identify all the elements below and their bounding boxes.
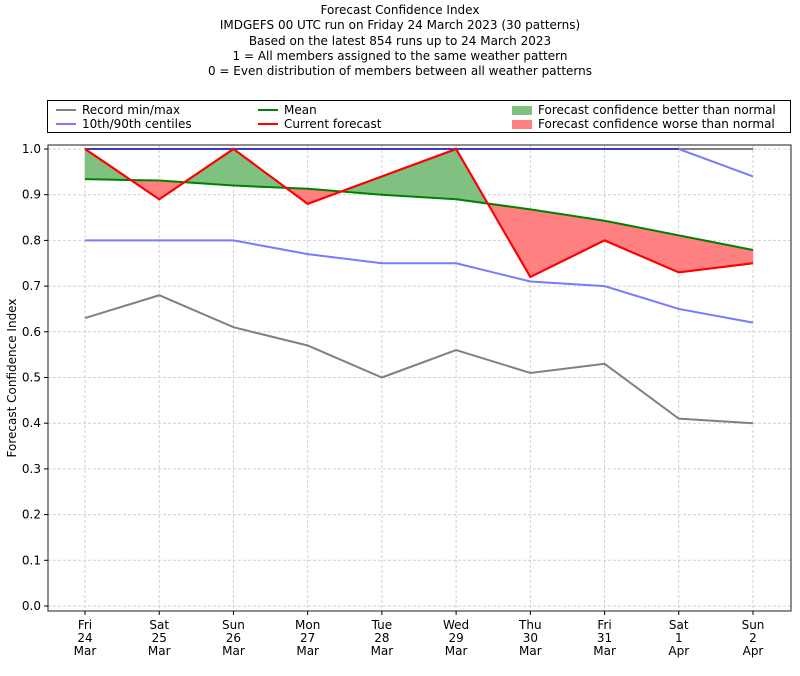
- legend-item-better-than-normal: Forecast confidence better than normal: [512, 103, 776, 117]
- confidence-fills: [84, 148, 754, 278]
- x-axis: Fri24MarSat25MarSun26MarMon27MarTue28Mar…: [74, 611, 765, 658]
- x-tick-label: Mar: [445, 644, 468, 658]
- y-axis: 0.0 0.1 0.2 0.3 0.4 0.5 0.6 0.7 0.8 0.9 1.0: [22, 142, 48, 613]
- x-tick-label: Tue: [371, 618, 393, 632]
- x-tick-label: 29: [448, 631, 463, 645]
- legend-label-current-forecast: Current forecast: [284, 117, 382, 131]
- y-tick-label: 0.1: [22, 553, 41, 567]
- legend-label-worse-than-normal: Forecast confidence worse than normal: [538, 117, 775, 131]
- legend-swatch-mean: [258, 109, 278, 111]
- x-tick-label: Sun: [222, 618, 245, 632]
- legend-item-mean: Mean: [258, 103, 317, 117]
- legend-label-centiles: 10th/90th centiles: [82, 117, 192, 131]
- title-line-2: IMDGEFS 00 UTC run on Friday 24 March 20…: [219, 18, 581, 33]
- title-line-1: Forecast Confidence Index: [320, 3, 480, 17]
- chart-title: Forecast Confidence Index IMDGEFS 00 UTC…: [0, 3, 800, 79]
- x-tick-label: Mar: [222, 644, 245, 658]
- x-tick-label: Sat: [149, 618, 169, 632]
- legend-swatch-current-forecast: [258, 123, 278, 125]
- mean-line: [84, 178, 754, 251]
- legend-item-centiles: 10th/90th centiles: [56, 117, 192, 131]
- legend-item-current-forecast: Current forecast: [258, 117, 381, 131]
- fill-better-than-normal: [381, 148, 457, 200]
- legend-label-better-than-normal: Forecast confidence better than normal: [538, 103, 776, 117]
- x-tick-label: Mar: [371, 644, 394, 658]
- y-tick-label: 0.6: [22, 325, 41, 339]
- legend-swatch-record-minmax: [56, 109, 76, 111]
- x-tick-label: Apr: [743, 644, 764, 658]
- x-tick-label: 2: [749, 631, 757, 645]
- x-tick-label: Mar: [296, 644, 319, 658]
- y-tick-label: 0.2: [22, 508, 41, 522]
- x-tick-label: Mar: [74, 644, 97, 658]
- y-tick-label: 0.5: [22, 371, 41, 385]
- grid: [48, 145, 791, 611]
- title-line-3: Based on the latest 854 runs up to 24 Ma…: [248, 33, 552, 48]
- series-lines: [84, 147, 754, 425]
- legend-item-record-minmax: Record min/max: [56, 103, 180, 117]
- x-tick-label: Fri: [597, 618, 611, 632]
- x-tick-label: Apr: [668, 644, 689, 658]
- y-tick-label: 0.3: [22, 462, 41, 476]
- x-tick-label: Mon: [295, 618, 320, 632]
- x-tick-label: Mar: [519, 644, 542, 658]
- x-tick-label: Wed: [443, 618, 469, 632]
- x-tick-label: 26: [226, 631, 241, 645]
- y-tick-label: 0.7: [22, 279, 41, 293]
- x-tick-label: Mar: [593, 644, 616, 658]
- y-axis-label: Forecast Confidence Index: [5, 299, 19, 458]
- x-tick-label: Fri: [78, 618, 92, 632]
- x-tick-label: Mar: [148, 644, 171, 658]
- legend: Record min/max 10th/90th centiles Mean C…: [47, 100, 791, 133]
- legend-label-mean: Mean: [284, 103, 317, 117]
- x-tick-label: Thu: [518, 618, 542, 632]
- legend-swatch-centiles: [56, 123, 76, 125]
- record-min-line: [84, 294, 754, 425]
- 10th-centile-line: [85, 239, 754, 324]
- legend-item-worse-than-normal: Forecast confidence worse than normal: [512, 117, 775, 131]
- x-tick-label: 30: [523, 631, 538, 645]
- y-tick-label: 0.9: [22, 188, 41, 202]
- x-tick-label: 27: [300, 631, 315, 645]
- y-tick-label: 0.0: [22, 599, 41, 613]
- legend-swatch-worse-than-normal: [512, 119, 532, 129]
- x-tick-label: 1: [675, 631, 683, 645]
- y-tick-label: 1.0: [22, 142, 41, 156]
- x-tick-label: Sun: [742, 618, 765, 632]
- title-line-5: 0 = Even distribution of members between…: [207, 64, 593, 79]
- legend-label-record-minmax: Record min/max: [82, 103, 181, 117]
- x-tick-label: 24: [77, 631, 92, 645]
- x-tick-label: 25: [152, 631, 167, 645]
- y-tick-label: 0.4: [22, 416, 41, 430]
- x-tick-label: 28: [374, 631, 389, 645]
- legend-swatch-better-than-normal: [512, 105, 532, 115]
- current-forecast-line-top: [84, 147, 754, 279]
- x-tick-label: Sat: [669, 618, 689, 632]
- x-tick-label: 31: [597, 631, 612, 645]
- title-line-4: 1 = All members assigned to the same wea…: [232, 48, 568, 63]
- y-tick-label: 0.8: [22, 233, 41, 247]
